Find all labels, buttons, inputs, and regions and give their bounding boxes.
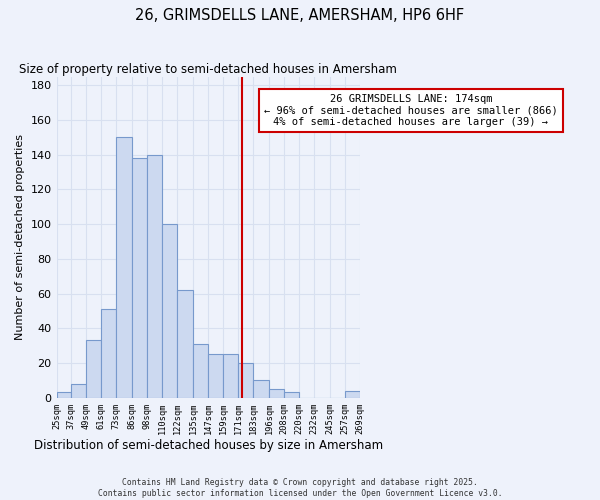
Bar bbox=[101, 309, 116, 398]
Bar bbox=[148, 154, 162, 398]
Bar bbox=[223, 354, 238, 398]
Bar bbox=[345, 390, 360, 398]
Bar bbox=[284, 392, 299, 398]
Bar bbox=[253, 380, 269, 398]
Title: Size of property relative to semi-detached houses in Amersham: Size of property relative to semi-detach… bbox=[19, 62, 397, 76]
Bar bbox=[71, 384, 86, 398]
Bar bbox=[86, 340, 101, 398]
Bar bbox=[208, 354, 223, 398]
Bar bbox=[193, 344, 208, 398]
Bar bbox=[133, 158, 148, 398]
Bar bbox=[269, 389, 284, 398]
Text: 26, GRIMSDELLS LANE, AMERSHAM, HP6 6HF: 26, GRIMSDELLS LANE, AMERSHAM, HP6 6HF bbox=[136, 8, 464, 22]
Bar bbox=[116, 138, 133, 398]
Text: Contains HM Land Registry data © Crown copyright and database right 2025.
Contai: Contains HM Land Registry data © Crown c… bbox=[98, 478, 502, 498]
Bar bbox=[177, 290, 193, 398]
Y-axis label: Number of semi-detached properties: Number of semi-detached properties bbox=[15, 134, 25, 340]
Bar bbox=[56, 392, 71, 398]
X-axis label: Distribution of semi-detached houses by size in Amersham: Distribution of semi-detached houses by … bbox=[34, 440, 383, 452]
Bar bbox=[238, 363, 253, 398]
Bar bbox=[162, 224, 177, 398]
Text: 26 GRIMSDELLS LANE: 174sqm
← 96% of semi-detached houses are smaller (866)
4% of: 26 GRIMSDELLS LANE: 174sqm ← 96% of semi… bbox=[264, 94, 558, 127]
